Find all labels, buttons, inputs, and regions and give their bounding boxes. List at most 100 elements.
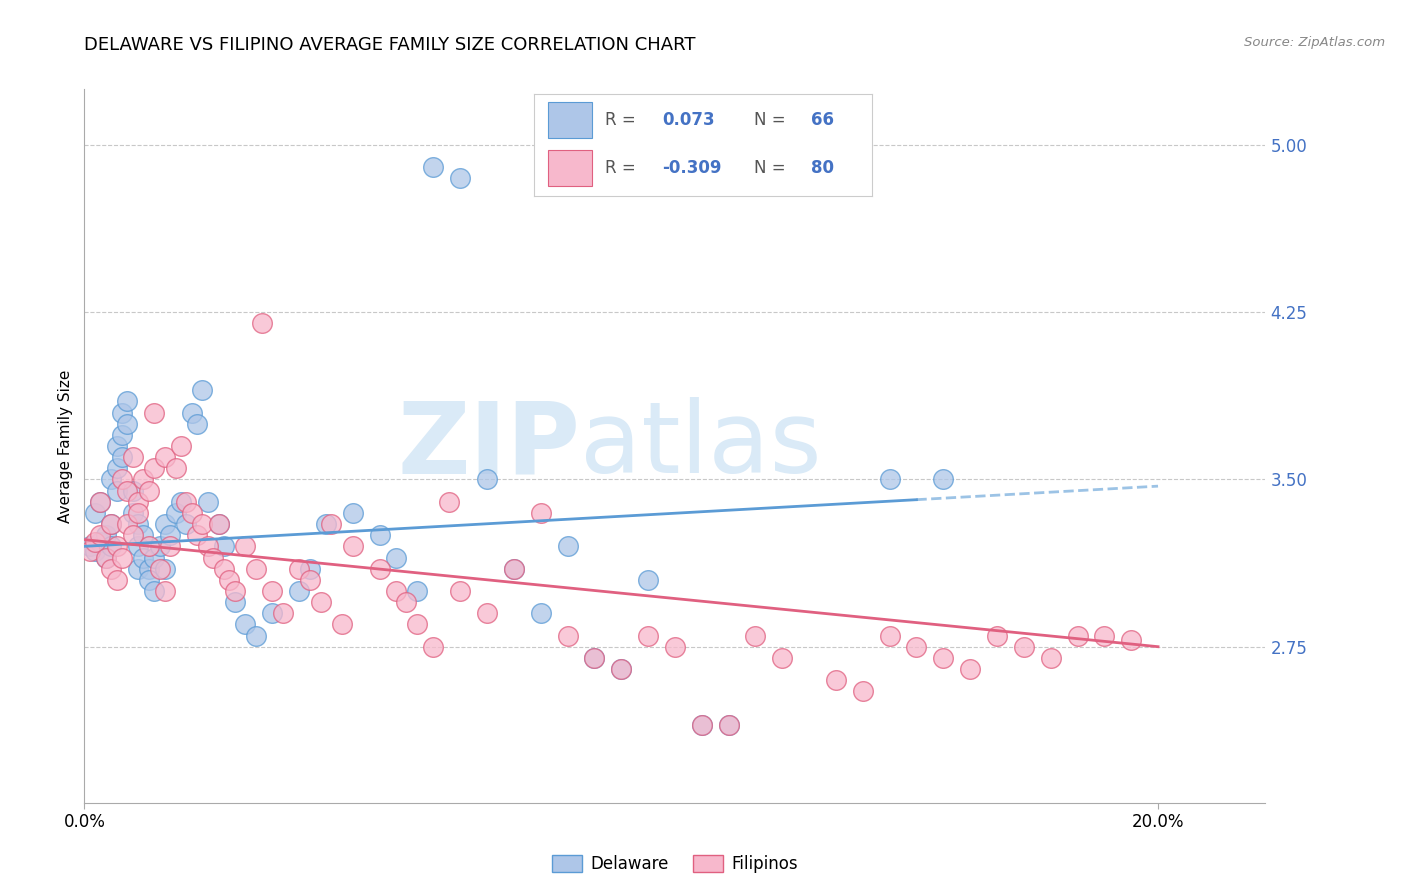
Point <box>298 562 321 576</box>
Point <box>138 573 160 587</box>
Point <box>384 550 406 565</box>
Point <box>212 562 235 576</box>
Point <box>879 473 901 487</box>
Point <box>905 640 928 654</box>
Point <box>321 517 343 532</box>
Point <box>449 584 471 599</box>
Point <box>288 562 311 576</box>
Point <box>191 384 214 398</box>
Point <box>121 528 143 542</box>
Point <box>717 718 740 732</box>
Point <box>100 517 122 532</box>
Point <box>250 317 273 331</box>
Point <box>153 517 176 532</box>
Point <box>153 562 176 576</box>
Point <box>330 617 353 632</box>
Point <box>262 584 284 599</box>
Point <box>132 473 155 487</box>
Point <box>105 573 128 587</box>
Point <box>502 562 524 576</box>
Point <box>111 473 134 487</box>
Point <box>637 573 659 587</box>
Point <box>94 550 117 565</box>
Point <box>583 651 606 665</box>
Point <box>180 506 202 520</box>
Point <box>94 528 117 542</box>
Legend: Delaware, Filipinos: Delaware, Filipinos <box>546 848 804 880</box>
Point <box>475 473 498 487</box>
Point <box>79 539 101 553</box>
Point <box>100 473 122 487</box>
Point <box>879 629 901 643</box>
Point <box>105 439 128 453</box>
Point <box>143 550 166 565</box>
Point <box>583 651 606 665</box>
Point <box>117 483 139 498</box>
Point <box>637 629 659 643</box>
Point <box>235 617 257 632</box>
Point <box>342 539 364 553</box>
Point <box>176 495 198 509</box>
Point <box>959 662 981 676</box>
Point <box>932 651 955 665</box>
Point <box>235 539 257 553</box>
Point <box>121 506 143 520</box>
Point <box>117 517 139 532</box>
Point <box>132 528 155 542</box>
Point <box>121 483 143 498</box>
Point <box>309 595 332 609</box>
Text: 66: 66 <box>811 111 834 128</box>
Point <box>105 483 128 498</box>
Point <box>159 539 181 553</box>
Point <box>368 528 391 542</box>
Point <box>111 450 134 464</box>
Point <box>530 506 553 520</box>
Point <box>1066 629 1088 643</box>
Point <box>117 417 139 431</box>
Point <box>557 629 579 643</box>
Point <box>79 544 101 558</box>
Point <box>89 495 111 509</box>
Point <box>1039 651 1062 665</box>
Point <box>406 584 429 599</box>
Point <box>138 539 160 553</box>
Point <box>502 562 524 576</box>
Point <box>770 651 793 665</box>
Point <box>127 506 149 520</box>
Point <box>165 461 187 475</box>
Point <box>100 562 122 576</box>
Point <box>186 417 208 431</box>
Point <box>89 495 111 509</box>
Point <box>138 562 160 576</box>
Point <box>212 539 235 553</box>
Point <box>610 662 633 676</box>
Point <box>224 595 246 609</box>
Point <box>288 584 311 599</box>
Point <box>342 506 364 520</box>
Point <box>1092 629 1115 643</box>
Point <box>84 534 107 549</box>
Point <box>127 539 149 553</box>
Text: 0.073: 0.073 <box>662 111 716 128</box>
Point <box>690 718 713 732</box>
Point <box>245 629 267 643</box>
Point <box>1121 633 1143 648</box>
Point <box>271 607 294 621</box>
Point <box>986 629 1008 643</box>
Text: 80: 80 <box>811 159 834 177</box>
Point <box>100 517 122 532</box>
Point <box>111 428 134 442</box>
Point <box>100 539 122 553</box>
Point <box>148 562 170 576</box>
Point <box>1012 640 1035 654</box>
Point <box>744 629 766 643</box>
Point <box>159 528 181 542</box>
Point <box>153 584 176 599</box>
Point <box>121 450 143 464</box>
Bar <box>548 102 592 137</box>
Text: N =: N = <box>754 111 785 128</box>
Point <box>138 483 160 498</box>
Point <box>84 506 107 520</box>
Point <box>530 607 553 621</box>
Point <box>224 584 246 599</box>
